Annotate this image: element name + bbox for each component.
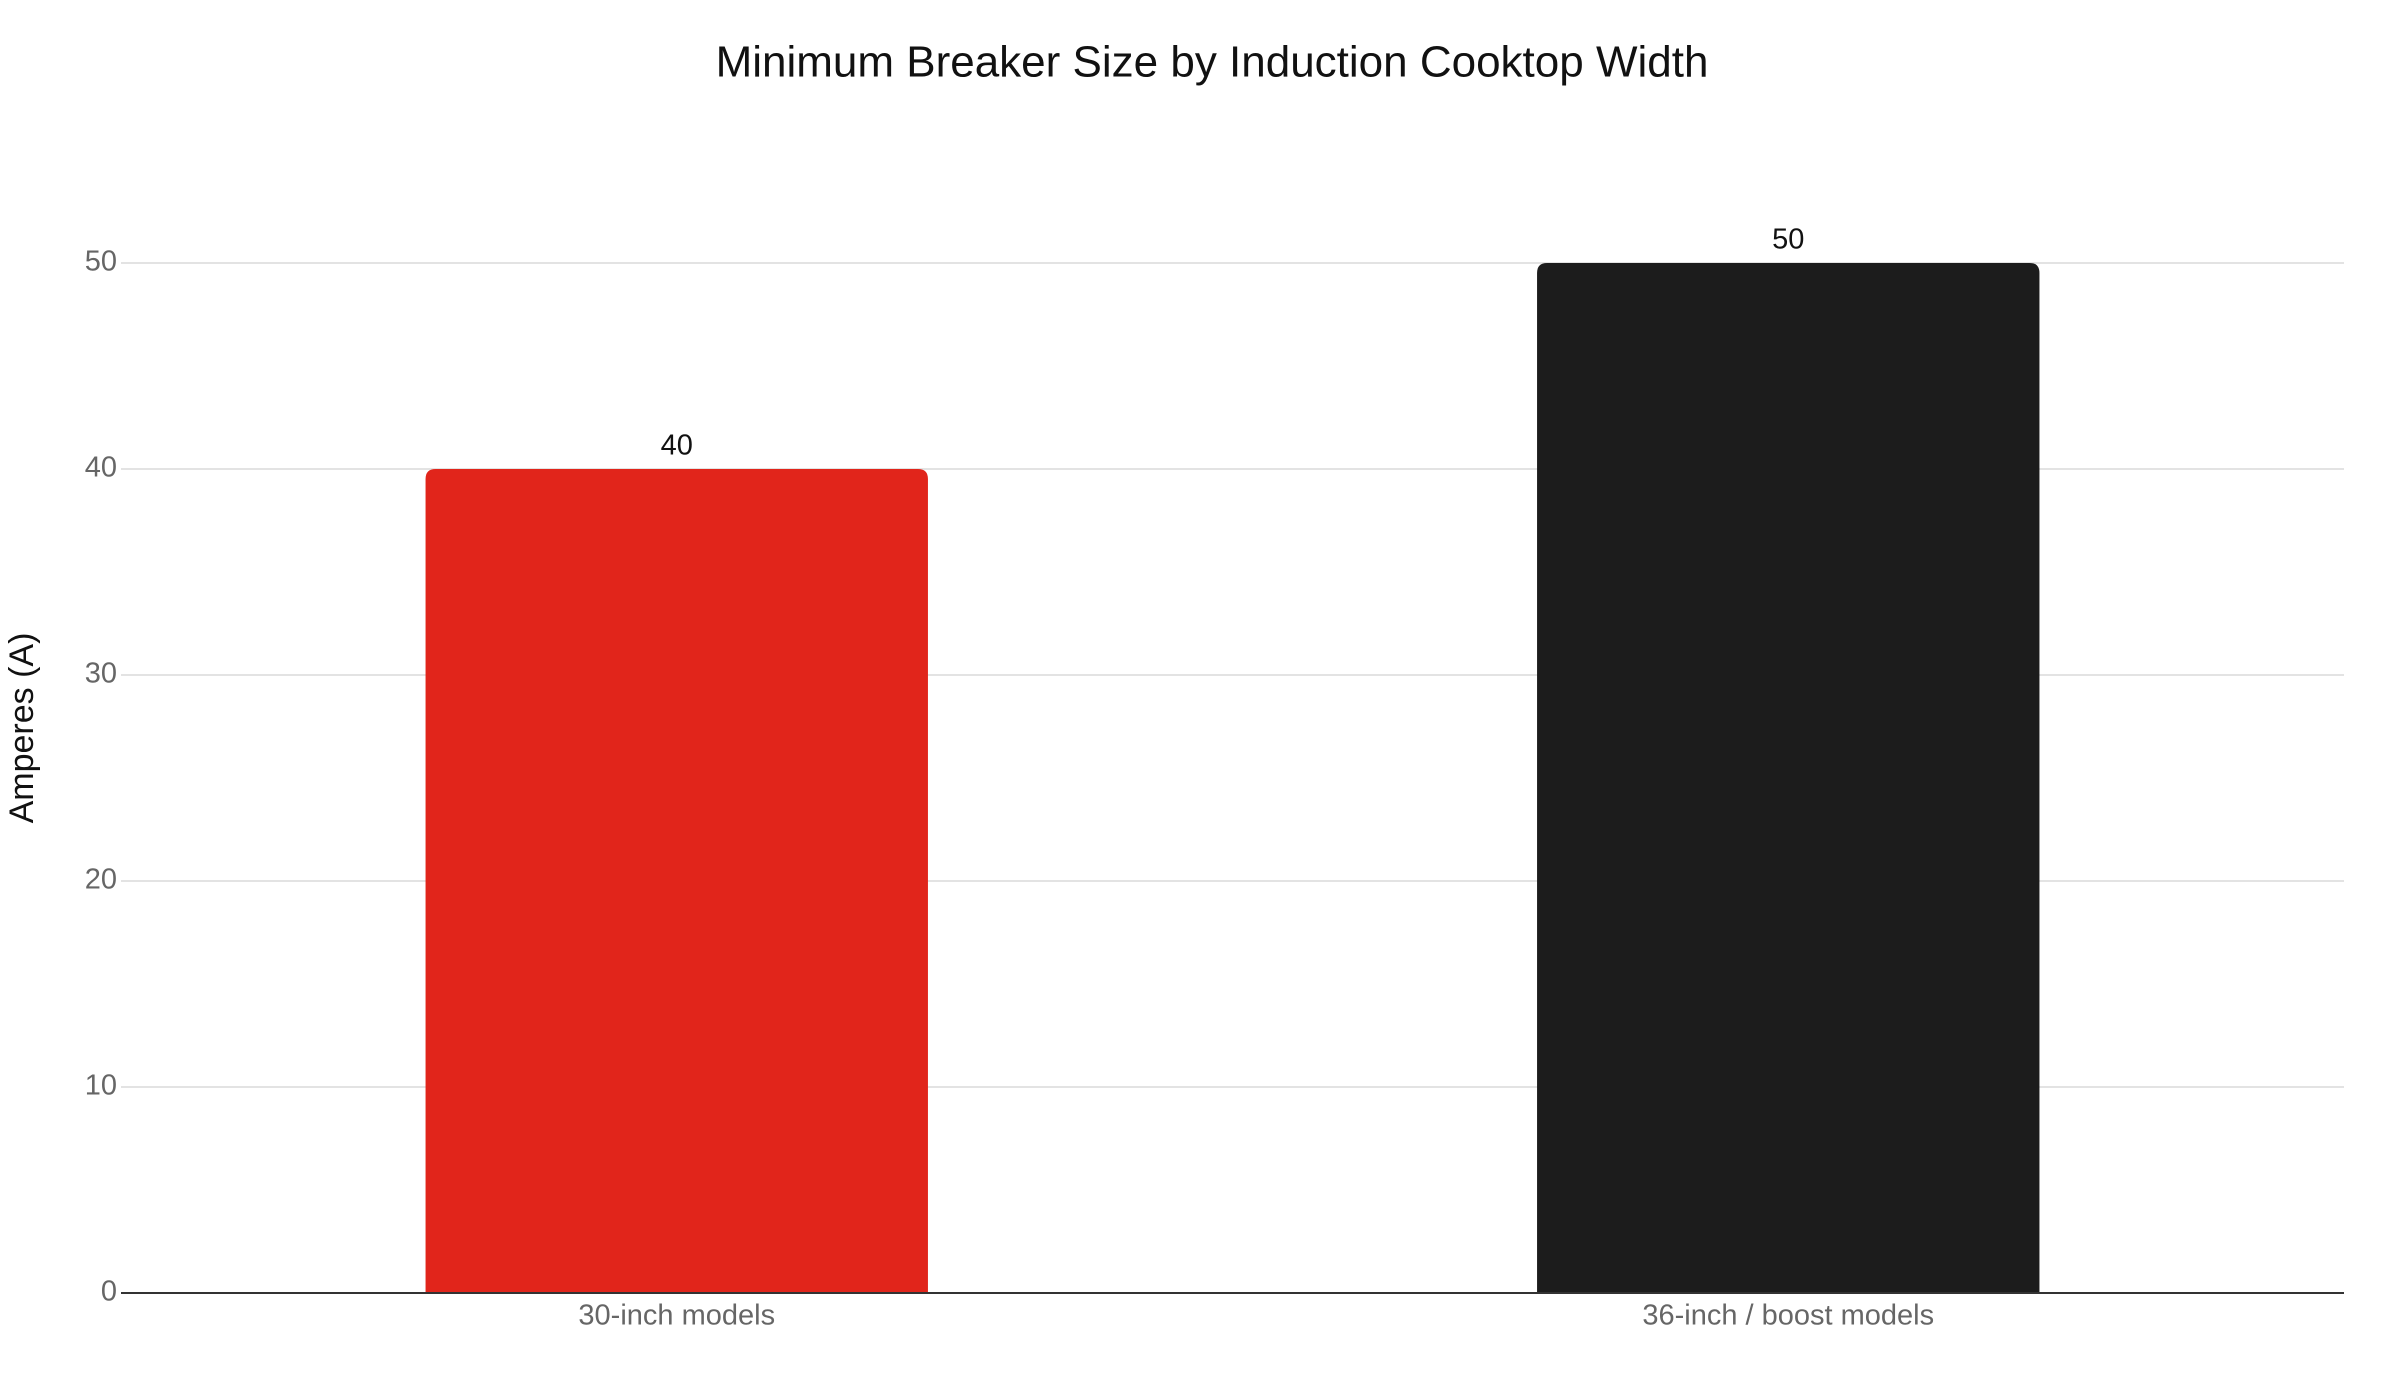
y-tick-label: 40 xyxy=(85,452,117,484)
x-tick-label: 36-inch / boost models xyxy=(1642,1300,1934,1332)
data-label: 50 xyxy=(1772,224,1804,256)
y-tick-label: 30 xyxy=(85,658,117,690)
y-tick-label: 0 xyxy=(101,1276,117,1308)
y-tick-label: 20 xyxy=(85,864,117,896)
data-label: 40 xyxy=(661,430,693,462)
x-tick-label: 30-inch models xyxy=(578,1300,775,1332)
y-tick-label: 10 xyxy=(85,1070,117,1102)
bar xyxy=(1537,263,2040,1293)
chart-title: Minimum Breaker Size by Induction Cookto… xyxy=(716,38,1709,87)
y-tick-label: 50 xyxy=(85,246,117,278)
y-axis-label: Amperes (A) xyxy=(3,633,41,824)
bar xyxy=(425,469,928,1293)
